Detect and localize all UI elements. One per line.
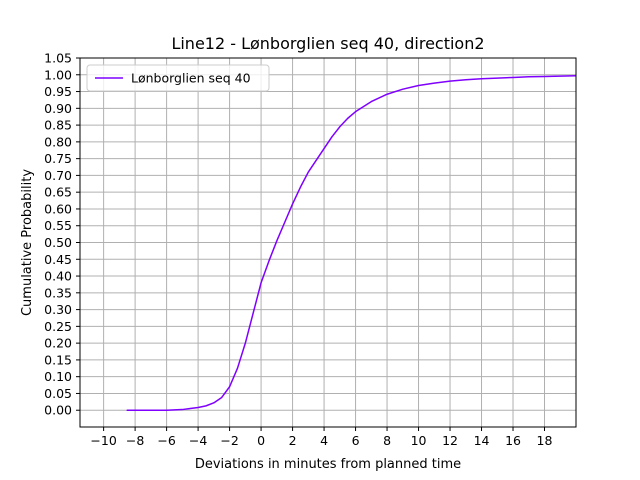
y-tick-label: 0.65 xyxy=(44,185,72,200)
x-axis-ticks: −10 −8 −6 −4 −2 0 2 4 6 8 10 12 14 16 18 xyxy=(90,427,553,448)
y-tick-label: 0.05 xyxy=(44,386,72,401)
y-axis-label: Cumulative Probability xyxy=(20,169,35,316)
y-axis-ticks: 0.00 0.05 0.10 0.150.20 0.25 0.30 0.350.40 0.45… xyxy=(44,51,80,418)
x-tick-label: −8 xyxy=(126,433,144,448)
series-layer xyxy=(126,75,576,411)
y-tick-label: 0.85 xyxy=(44,118,72,133)
y-tick-label: 0.35 xyxy=(44,285,72,300)
legend: Lønborglien seq 40 xyxy=(86,64,270,92)
x-tick-label: −4 xyxy=(189,433,207,448)
y-tick-label: 1.05 xyxy=(44,51,72,66)
y-tick-label: 0.95 xyxy=(44,84,72,99)
x-axis-label: Deviations in minutes from planned time xyxy=(195,457,461,472)
x-tick-label: 2 xyxy=(289,433,297,448)
x-tick-label: 6 xyxy=(352,433,360,448)
y-tick-label: 0.10 xyxy=(44,369,72,384)
grid-lines xyxy=(80,57,576,427)
y-tick-label: 0.20 xyxy=(44,336,72,351)
y-tick-label: 0.55 xyxy=(44,218,72,233)
series-line xyxy=(126,75,576,411)
x-tick-label: 4 xyxy=(320,433,328,448)
x-tick-label: 12 xyxy=(442,433,458,448)
x-tick-label: 8 xyxy=(383,433,391,448)
y-tick-label: 0.90 xyxy=(44,101,72,116)
y-tick-label: 0.45 xyxy=(44,252,72,267)
y-tick-label: 0.00 xyxy=(44,403,72,418)
legend-box xyxy=(86,64,270,92)
y-tick-label: 0.75 xyxy=(44,151,72,166)
x-tick-label: 14 xyxy=(474,433,490,448)
x-tick-label: 16 xyxy=(505,433,521,448)
y-tick-label: 0.50 xyxy=(44,235,72,250)
y-tick-label: 0.80 xyxy=(44,134,72,149)
y-tick-label: 0.70 xyxy=(44,168,72,183)
x-tick-label: −2 xyxy=(220,433,238,448)
y-tick-label: 0.15 xyxy=(44,352,72,367)
chart-title: Line12 - Lønborglien seq 40, direction2 xyxy=(171,34,484,53)
y-tick-label: 0.25 xyxy=(44,319,72,334)
x-tick-label: −10 xyxy=(90,433,116,448)
x-tick-label: 10 xyxy=(411,433,427,448)
legend-label: Lønborglien seq 40 xyxy=(131,71,251,86)
x-tick-label: 0 xyxy=(257,433,265,448)
y-tick-label: 1.00 xyxy=(44,67,72,82)
y-tick-label: 0.40 xyxy=(44,269,72,284)
y-tick-label: 0.30 xyxy=(44,302,72,317)
x-tick-label: 18 xyxy=(537,433,553,448)
y-tick-label: 0.60 xyxy=(44,201,72,216)
x-tick-label: −6 xyxy=(157,433,175,448)
